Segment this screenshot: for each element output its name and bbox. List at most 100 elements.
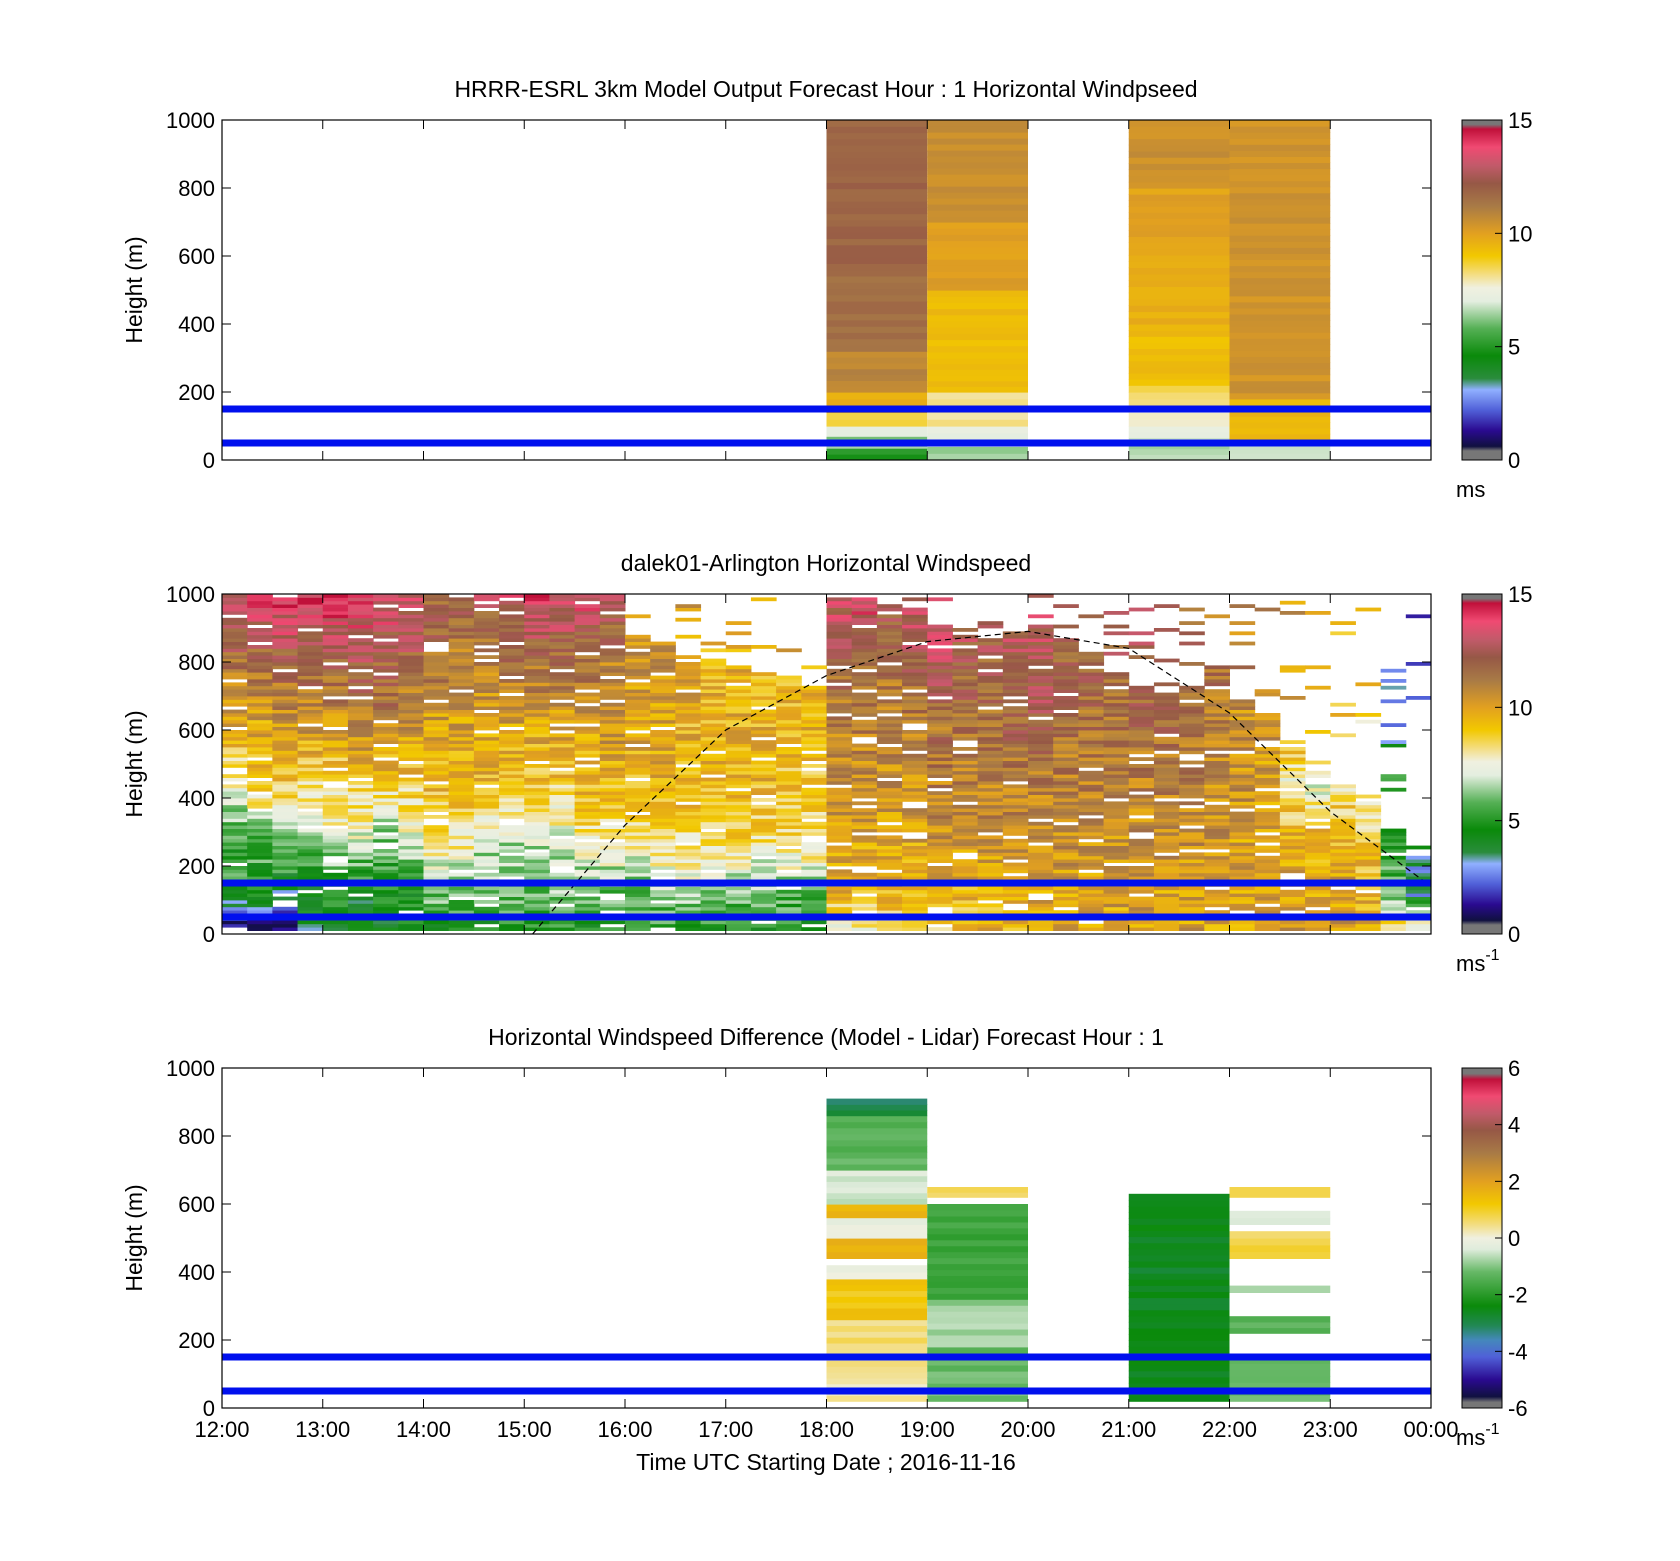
heatmap-cell: [1229, 923, 1256, 928]
heatmap-cell: [1103, 747, 1130, 751]
heatmap-cell: [826, 706, 853, 710]
heatmap-cell: [222, 896, 248, 901]
heatmap-cell: [750, 696, 777, 700]
heatmap-cell: [725, 645, 752, 649]
heatmap-cell: [373, 862, 399, 867]
heatmap-cell: [952, 699, 979, 704]
heatmap-cell: [927, 804, 953, 809]
heatmap-cell: [1179, 767, 1205, 772]
heatmap-cell: [952, 893, 979, 897]
heatmap-cell: [473, 692, 500, 697]
heatmap-cell: [247, 604, 273, 608]
heatmap-cell: [650, 665, 676, 670]
heatmap-cell: [1153, 682, 1180, 687]
heatmap-cell: [1103, 774, 1130, 778]
heatmap-cell: [675, 811, 702, 816]
heatmap-cell: [625, 655, 651, 659]
heatmap-cell: [1330, 845, 1356, 850]
heatmap-cell: [1028, 825, 1054, 829]
heatmap-cell: [851, 781, 878, 785]
heatmap-cell: [851, 825, 878, 829]
heatmap-cell: [423, 896, 450, 901]
heatmap-cell: [876, 906, 903, 911]
heatmap-cell: [1405, 869, 1431, 874]
heatmap-cell: [876, 828, 903, 833]
heatmap-cell: [876, 726, 903, 731]
heatmap-cell: [952, 736, 979, 741]
heatmap-cell: [373, 825, 399, 829]
heatmap-cell: [625, 821, 651, 826]
heatmap-cell: [725, 896, 752, 901]
heatmap-cell: [347, 736, 374, 741]
heatmap-cell: [1153, 753, 1180, 758]
heatmap-cell: [977, 845, 1004, 850]
heatmap-cell: [977, 767, 1004, 772]
heatmap-cell: [1103, 859, 1130, 863]
heatmap-cell: [1053, 838, 1079, 843]
heatmap-cell: [1103, 726, 1130, 731]
heatmap-cell: [1179, 821, 1205, 826]
colorbar-tick-label: 6: [1508, 1056, 1520, 1081]
heatmap-cell: [700, 893, 727, 897]
heatmap-cell: [851, 655, 878, 659]
heatmap-cell: [1078, 811, 1105, 816]
heatmap-cell: [1053, 624, 1079, 629]
heatmap-cell: [1078, 774, 1105, 778]
heatmap-cell: [826, 648, 853, 653]
heatmap-cell: [776, 849, 802, 853]
colorbar-unit-label: ms-1: [1456, 1421, 1500, 1450]
heatmap-cell: [1153, 784, 1180, 789]
heatmap-cell: [977, 920, 1004, 925]
heatmap-cell: [675, 709, 702, 714]
heatmap-cell: [952, 675, 979, 680]
heatmap-cell: [1153, 828, 1180, 833]
heatmap-cell: [801, 811, 827, 816]
heatmap-cell: [650, 648, 676, 653]
heatmap-cell: [675, 886, 702, 891]
heatmap-cell: [625, 696, 651, 700]
heatmap-cell: [373, 750, 399, 755]
heatmap-cell: [927, 886, 953, 891]
heatmap-cell: [398, 716, 424, 721]
heatmap-cell: [272, 702, 299, 707]
heatmap-cell: [222, 845, 248, 850]
heatmap-cell: [272, 842, 299, 846]
heatmap-cell: [247, 617, 273, 622]
heatmap-cell: [1053, 784, 1079, 789]
heatmap-cell: [1153, 889, 1180, 894]
heatmap-cell: [423, 675, 450, 680]
heatmap-cell: [876, 893, 903, 897]
heatmap-cell: [1279, 611, 1306, 615]
heatmap-cell: [373, 794, 399, 799]
heatmap-cell: [851, 641, 878, 646]
heatmap-cell: [977, 821, 1004, 826]
heatmap-cell: [549, 910, 576, 914]
heatmap-cell: [700, 818, 727, 823]
heatmap-cell: [373, 849, 399, 853]
heatmap-cell: [599, 631, 626, 636]
heatmap-cell: [1128, 719, 1155, 724]
heatmap-cell: [473, 597, 500, 602]
heatmap-cell: [625, 685, 651, 690]
heatmap-cell: [272, 845, 299, 850]
heatmap-cell: [448, 927, 475, 931]
heatmap-cell: [1028, 679, 1054, 683]
heatmap-cell: [1002, 828, 1029, 833]
heatmap-cell: [448, 798, 475, 802]
heatmap-cell: [826, 696, 853, 700]
heatmap-cell: [851, 842, 878, 846]
heatmap-cell: [524, 719, 550, 724]
heatmap-cell: [625, 760, 651, 765]
heatmap-cell: [524, 743, 550, 748]
heatmap-cell: [1229, 338, 1331, 345]
heatmap-cell: [297, 651, 324, 656]
heatmap-cell: [776, 774, 802, 778]
heatmap-cell: [398, 835, 424, 840]
heatmap-cell: [1405, 872, 1431, 877]
heatmap-cell: [1103, 733, 1130, 738]
heatmap-cell: [524, 634, 550, 639]
heatmap-cell: [1204, 757, 1230, 761]
heatmap-cell: [1128, 641, 1155, 646]
heatmap-cell: [826, 1342, 928, 1350]
heatmap-cell: [1305, 808, 1331, 812]
